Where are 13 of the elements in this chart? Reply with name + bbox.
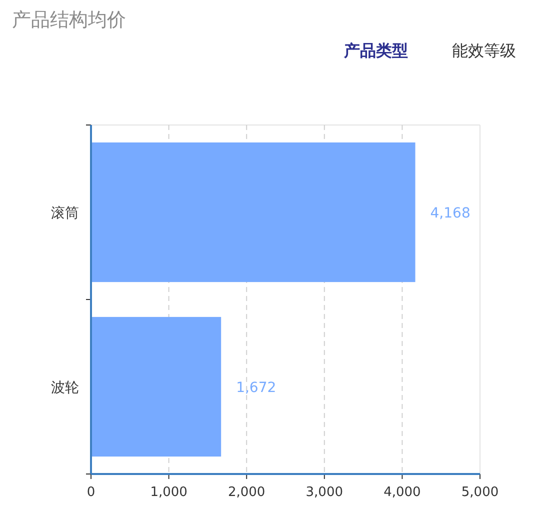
x-tick-label: 5,000: [461, 485, 499, 500]
y-tick-label: 滚筒: [51, 205, 79, 222]
text: 能效等级: [452, 41, 516, 60]
x-tick-label: 3,000: [306, 485, 344, 500]
data-label: 1,672: [236, 380, 276, 396]
x-tick-label: 1,000: [150, 485, 188, 500]
x-tick-label: 0: [86, 485, 96, 500]
y-tick-label: 波轮: [51, 380, 79, 396]
text: 产品类型: [343, 41, 408, 60]
x-tick-label: 4,000: [384, 485, 421, 500]
x-tick-label: 2,000: [228, 485, 266, 500]
chart-title: 产品结构均价: [12, 9, 126, 31]
data-label: 4,168: [430, 205, 470, 222]
